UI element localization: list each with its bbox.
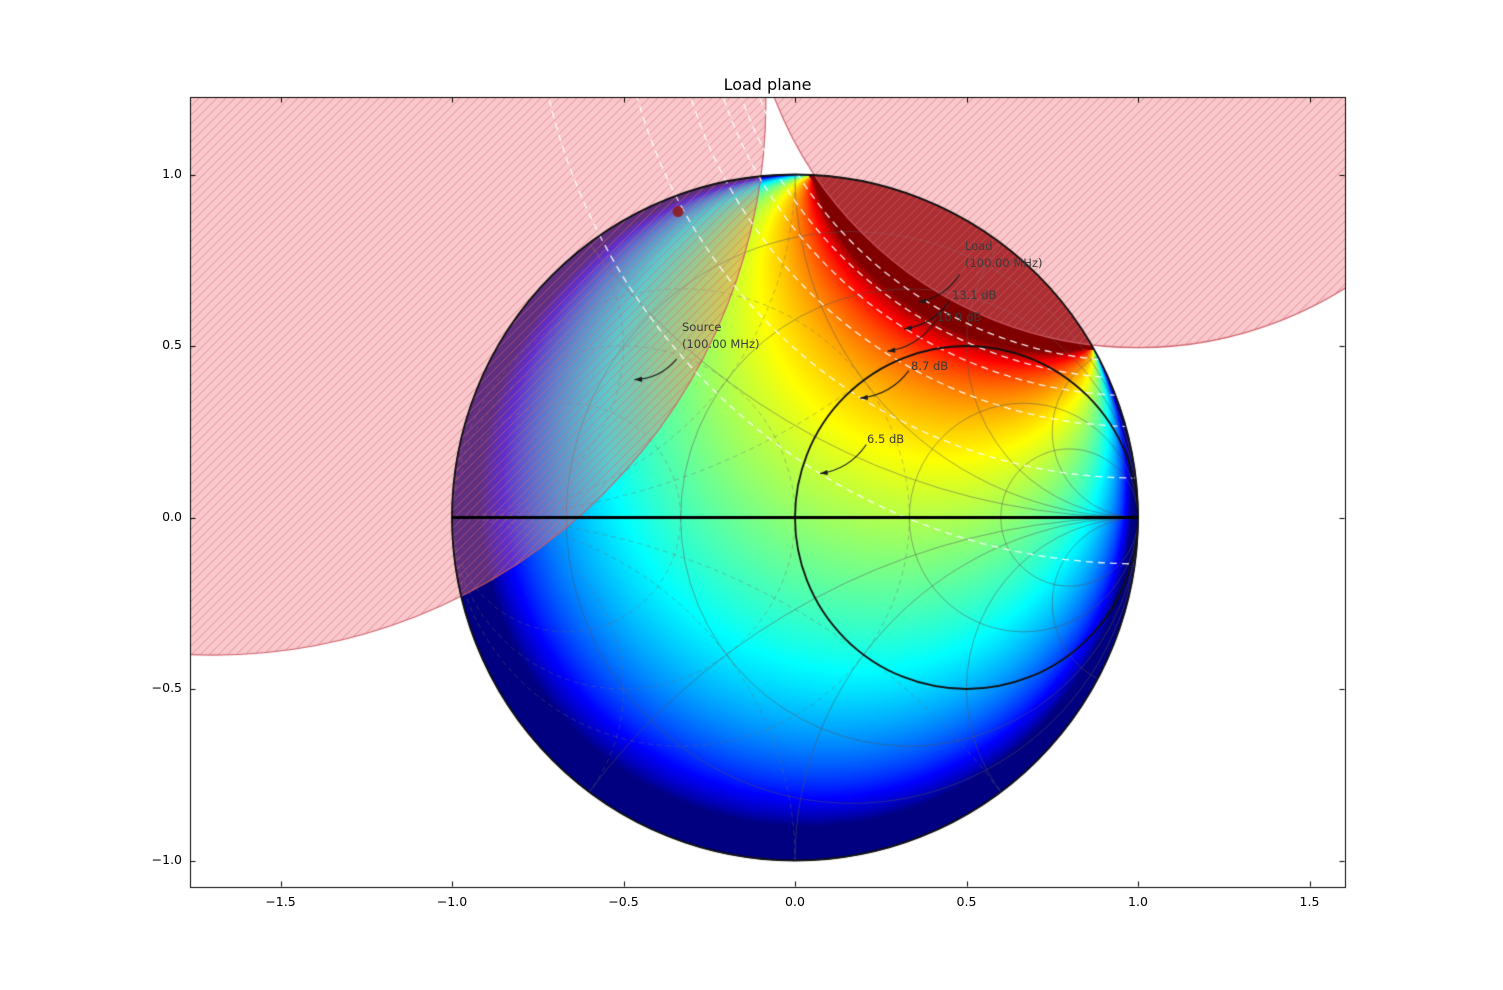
chart-title: Load plane	[723, 75, 812, 94]
annotation-g8: 8.7 dB	[911, 358, 948, 375]
annotation-g10: 10.9 dB	[937, 309, 981, 326]
x-tick-label: 1.0	[1128, 894, 1148, 909]
x-tick-label: −1.0	[436, 894, 468, 909]
annotation-g6: 6.5 dB	[867, 431, 904, 448]
annotation-text: 13.1 dB	[952, 288, 997, 302]
annotation-text: (100.00 MHz)	[965, 256, 1043, 270]
annotation-text: 10.9 dB	[937, 310, 982, 324]
annotation-text: Load	[965, 239, 993, 253]
annotation-text: (100.00 MHz)	[682, 337, 760, 351]
y-tick-label: −0.5	[151, 680, 182, 695]
annotation-text: Source	[682, 320, 722, 334]
x-tick-label: −1.5	[265, 894, 296, 909]
y-tick-label: 0.5	[162, 337, 182, 352]
y-tick-label: 1.0	[162, 165, 182, 181]
x-tick-label: 0.0	[785, 894, 805, 909]
x-tick-label: 0.5	[956, 894, 977, 909]
annotation-load: Load (100.00 MHz)	[965, 238, 1042, 272]
annotation-g13: 13.1 dB	[952, 287, 996, 304]
annotation-text: 8.7 dB	[911, 359, 949, 373]
y-tick-label: −1.0	[151, 851, 182, 867]
y-tick-label: 0.0	[162, 508, 182, 524]
x-tick-label: −0.5	[608, 894, 639, 909]
annotation-source: Source (100.00 MHz)	[682, 319, 759, 353]
x-tick-label: 1.5	[1299, 894, 1320, 909]
annotation-text: 6.5 dB	[867, 432, 905, 446]
